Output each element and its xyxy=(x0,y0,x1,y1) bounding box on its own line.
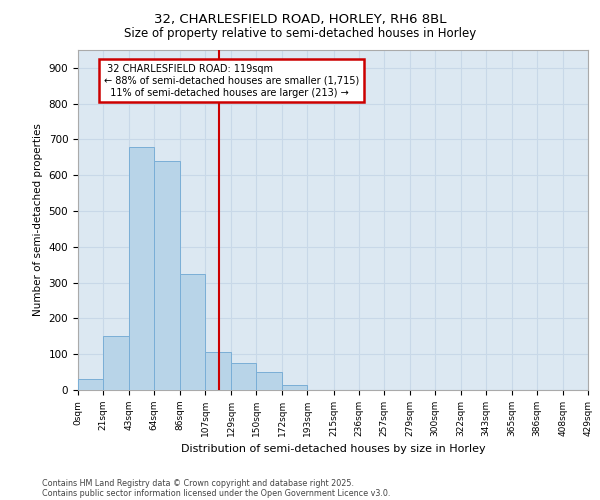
Text: 32 CHARLESFIELD ROAD: 119sqm
← 88% of semi-detached houses are smaller (1,715)
 : 32 CHARLESFIELD ROAD: 119sqm ← 88% of se… xyxy=(104,64,359,98)
Text: Contains HM Land Registry data © Crown copyright and database right 2025.: Contains HM Land Registry data © Crown c… xyxy=(42,478,354,488)
Bar xyxy=(232,363,256,390)
Bar xyxy=(129,146,154,390)
Bar xyxy=(180,274,205,390)
Text: Size of property relative to semi-detached houses in Horley: Size of property relative to semi-detach… xyxy=(124,28,476,40)
Y-axis label: Number of semi-detached properties: Number of semi-detached properties xyxy=(33,124,43,316)
Bar xyxy=(256,372,283,390)
X-axis label: Distribution of semi-detached houses by size in Horley: Distribution of semi-detached houses by … xyxy=(181,444,485,454)
Text: Contains public sector information licensed under the Open Government Licence v3: Contains public sector information licen… xyxy=(42,488,391,498)
Bar xyxy=(103,336,129,390)
Bar xyxy=(154,161,180,390)
Bar xyxy=(78,380,103,390)
Bar xyxy=(283,384,307,390)
Bar xyxy=(205,352,232,390)
Text: 32, CHARLESFIELD ROAD, HORLEY, RH6 8BL: 32, CHARLESFIELD ROAD, HORLEY, RH6 8BL xyxy=(154,12,446,26)
